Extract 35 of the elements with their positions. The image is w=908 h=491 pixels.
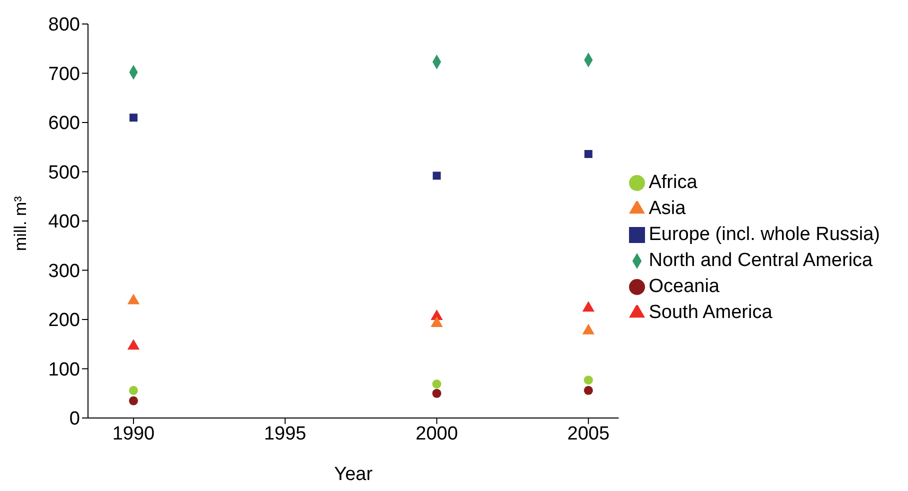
legend-label: Oceania [648, 276, 720, 297]
legend-label: South America [648, 302, 772, 323]
point [129, 114, 138, 122]
y-tick-label: 800 [48, 14, 80, 36]
legend-label: Africa [648, 172, 698, 193]
legend-label: Asia [648, 198, 686, 219]
y-tick-label: 600 [48, 113, 80, 134]
point [432, 172, 441, 180]
point [432, 380, 442, 389]
point [582, 324, 594, 334]
legend-label: Europe (incl. whole Russia) [648, 224, 880, 245]
point [584, 150, 592, 158]
point [584, 386, 593, 395]
legend-label: North and Central America [648, 250, 873, 271]
x-tick-label: 1990 [112, 423, 155, 444]
y-tick-label: 200 [48, 310, 80, 332]
y-tick-label: 300 [48, 260, 80, 282]
x-axis-title: Year [334, 464, 374, 485]
x-tick-label: 2000 [416, 423, 458, 444]
point [127, 339, 140, 350]
point [127, 294, 140, 304]
x-tick-label: 1995 [264, 423, 306, 444]
point [582, 301, 594, 312]
point [128, 396, 138, 406]
y-tick-label: 700 [48, 64, 80, 85]
y-tick-label: 100 [48, 359, 80, 380]
y-axis-title: mill. m³ [11, 196, 30, 251]
y-tick-label: 0 [69, 408, 80, 430]
x-tick-label: 2005 [567, 423, 610, 444]
point [432, 388, 442, 398]
y-tick-label: 400 [48, 212, 80, 233]
point [584, 376, 593, 385]
point [128, 386, 138, 395]
y-tick-label: 500 [48, 162, 80, 184]
point [430, 316, 443, 327]
